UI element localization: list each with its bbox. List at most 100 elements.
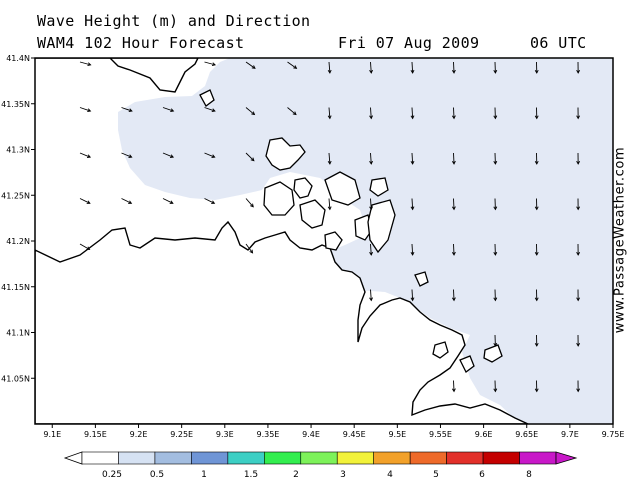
scale-label: 1.5 bbox=[244, 470, 258, 480]
wave-arrow bbox=[162, 198, 174, 204]
scale-swatch bbox=[118, 451, 156, 465]
wave-arrow bbox=[327, 152, 332, 165]
wave-arrow bbox=[410, 107, 415, 120]
lat-tick-label: 41.35N bbox=[1, 100, 30, 109]
lat-tick-label: 41.15N bbox=[1, 283, 30, 292]
wave-arrow bbox=[576, 334, 581, 347]
wave-direction-arrows bbox=[79, 61, 581, 393]
island-4 bbox=[324, 231, 343, 251]
island-6 bbox=[367, 199, 396, 254]
wave-arrow bbox=[493, 61, 498, 74]
scale-label: 3 bbox=[340, 470, 346, 480]
wave-arrow bbox=[79, 152, 92, 158]
wave-arrow bbox=[451, 198, 456, 211]
scale-swatch bbox=[264, 451, 302, 465]
sardinia-coast bbox=[35, 220, 529, 424]
wave-arrow bbox=[204, 107, 216, 113]
scale-swatch bbox=[154, 451, 192, 465]
scale-swatch bbox=[227, 451, 265, 465]
wave-arrow bbox=[576, 289, 581, 302]
scale-swatch bbox=[373, 451, 411, 465]
corsica-coast bbox=[35, 58, 199, 93]
wave-arrow bbox=[534, 198, 539, 211]
island-9 bbox=[432, 341, 449, 359]
wave-arrow bbox=[204, 152, 216, 158]
wave-arrow bbox=[493, 289, 498, 302]
wave-arrow bbox=[327, 61, 332, 74]
scale-label: 0.25 bbox=[102, 470, 122, 480]
scale-label: 8 bbox=[526, 470, 532, 480]
island-11 bbox=[459, 355, 475, 373]
lat-tick-label: 41.05N bbox=[1, 374, 30, 383]
lat-tick-label: 41.3N bbox=[6, 146, 30, 155]
wave-arrow bbox=[534, 289, 539, 302]
scale-label: 6 bbox=[479, 470, 485, 480]
wave-arrow bbox=[493, 107, 498, 120]
scale-swatch bbox=[300, 451, 338, 465]
lon-tick-label: 9.6E bbox=[475, 430, 493, 439]
scale-swatch bbox=[519, 451, 557, 465]
wave-arrow bbox=[534, 243, 539, 256]
wave-arrow bbox=[369, 243, 374, 256]
island-12 bbox=[199, 89, 215, 107]
wave-arrow bbox=[204, 198, 216, 204]
lon-tick-label: 9.1E bbox=[43, 430, 61, 439]
lat-tick-label: 41.2N bbox=[6, 237, 30, 246]
lon-tick-label: 9.45E bbox=[343, 430, 366, 439]
scale-left-cap bbox=[63, 451, 83, 465]
wave-arrow bbox=[79, 243, 91, 250]
scale-label: 1 bbox=[201, 470, 207, 480]
wave-arrow bbox=[534, 61, 539, 74]
wave-arrow bbox=[162, 152, 175, 158]
wave-arrow bbox=[369, 152, 374, 165]
island-2 bbox=[263, 181, 295, 216]
wave-arrow bbox=[493, 243, 498, 256]
scale-swatch bbox=[336, 451, 374, 465]
wave-arrow bbox=[245, 198, 254, 208]
wave-arrow bbox=[410, 243, 415, 256]
longitude-axis: 9.1E 9.15E 9.2E 9.25E 9.3E 9.35E 9.4E 9.45E 9.5E… bbox=[43, 424, 624, 439]
wave-arrow bbox=[534, 380, 539, 393]
lon-tick-label: 9.5E bbox=[388, 430, 406, 439]
wave-arrow bbox=[121, 152, 133, 158]
wave-arrow bbox=[410, 152, 415, 165]
scale-label: 2 bbox=[293, 470, 299, 480]
scale-swatch bbox=[81, 451, 119, 465]
wave-arrow bbox=[576, 152, 581, 165]
wave-arrow bbox=[410, 61, 415, 74]
wave-arrow bbox=[327, 107, 332, 120]
lon-tick-label: 9.2E bbox=[130, 430, 148, 439]
lon-tick-label: 9.65E bbox=[515, 430, 538, 439]
lon-tick-label: 9.25E bbox=[170, 430, 193, 439]
wave-arrow bbox=[493, 334, 498, 347]
island-caprera bbox=[293, 177, 313, 199]
wave-arrow bbox=[451, 152, 456, 165]
scale-label: 4 bbox=[387, 470, 393, 480]
wave-arrow bbox=[576, 380, 581, 393]
wave-arrow bbox=[162, 107, 175, 113]
wave-arrow bbox=[79, 198, 91, 204]
scale-right-cap bbox=[555, 451, 578, 465]
sea-area bbox=[118, 58, 613, 424]
lon-tick-label: 9.3E bbox=[216, 430, 234, 439]
scale-swatch bbox=[409, 451, 447, 465]
wave-arrow bbox=[576, 243, 581, 256]
scale-swatch bbox=[446, 451, 484, 465]
wave-arrow bbox=[493, 152, 498, 165]
lon-tick-label: 9.7E bbox=[561, 430, 579, 439]
lat-tick-label: 41.25N bbox=[1, 191, 30, 200]
wave-arrow bbox=[245, 152, 255, 162]
chart-title: Wave Height (m) and Direction bbox=[37, 12, 311, 30]
lon-tick-label: 9.75E bbox=[602, 430, 625, 439]
wave-arrow bbox=[121, 107, 133, 113]
wave-arrow bbox=[287, 61, 298, 69]
wave-arrow bbox=[245, 243, 254, 254]
wave-arrow bbox=[451, 243, 456, 256]
wave-arrow bbox=[534, 334, 539, 347]
scale-label: 0.5 bbox=[150, 470, 164, 480]
wave-arrow bbox=[369, 289, 374, 302]
latitude-axis: 41.4N 41.35N 41.3N 41.25N 41.2N 41.15N 41.1N 41… bbox=[1, 54, 35, 383]
forecast-time: 06 UTC bbox=[530, 34, 587, 52]
island-maddalena bbox=[265, 137, 306, 171]
